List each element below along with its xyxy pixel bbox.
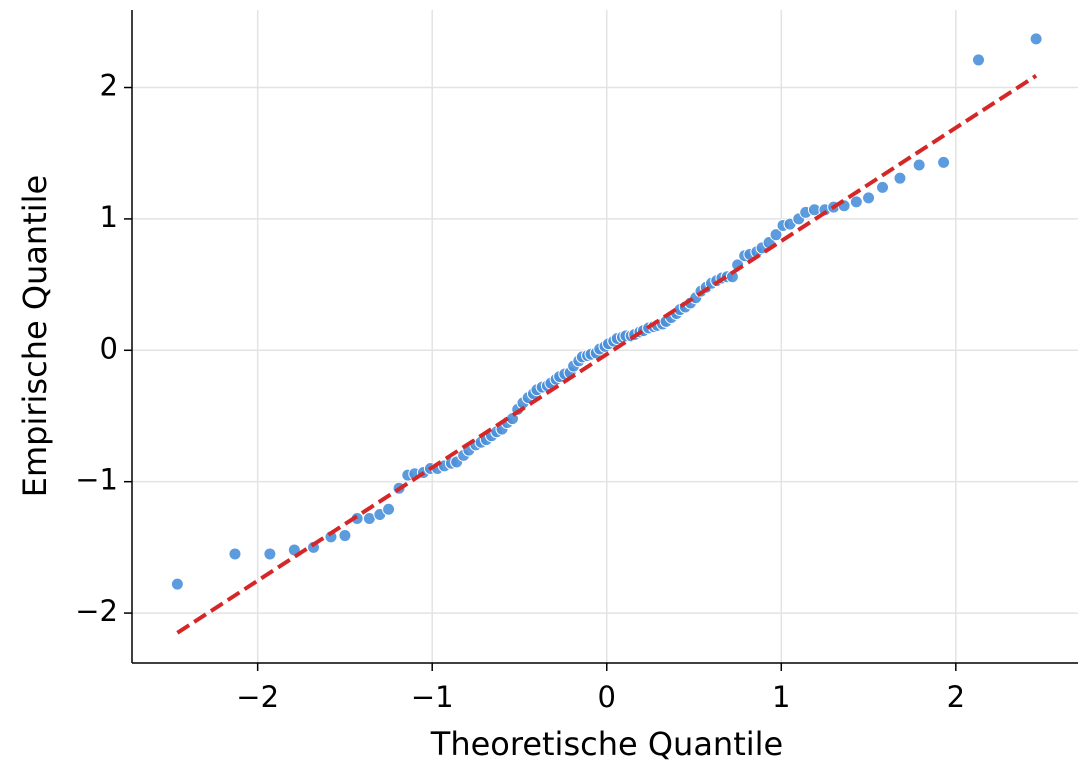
- point: [876, 180, 890, 194]
- y-tick-label: 2: [100, 69, 118, 103]
- point: [893, 171, 907, 185]
- x-tick-label: 1: [772, 680, 790, 714]
- grid: [132, 10, 1078, 663]
- point: [170, 577, 184, 591]
- y-axis-label: Empirische Quantile: [16, 175, 54, 497]
- point: [382, 502, 396, 516]
- y-tick-label: 1: [100, 200, 118, 234]
- x-tick-label: −1: [411, 680, 454, 714]
- point: [228, 547, 242, 561]
- point: [1029, 32, 1043, 46]
- point: [972, 53, 986, 67]
- reference-line: [176, 74, 1038, 635]
- y-tick-label: 0: [100, 331, 118, 365]
- y-tick-label: −1: [75, 463, 118, 497]
- marks: [170, 32, 1043, 635]
- point: [912, 158, 926, 172]
- point: [937, 155, 951, 169]
- y-tick-label: −2: [75, 594, 118, 628]
- point: [338, 529, 352, 543]
- point: [862, 191, 876, 205]
- point: [849, 195, 863, 209]
- x-tick-label: −2: [236, 680, 279, 714]
- x-tick-label: 0: [598, 680, 616, 714]
- point: [263, 547, 277, 561]
- x-axis-label: Theoretische Quantile: [430, 725, 783, 761]
- point: [769, 228, 783, 242]
- x-tick-label: 2: [947, 680, 965, 714]
